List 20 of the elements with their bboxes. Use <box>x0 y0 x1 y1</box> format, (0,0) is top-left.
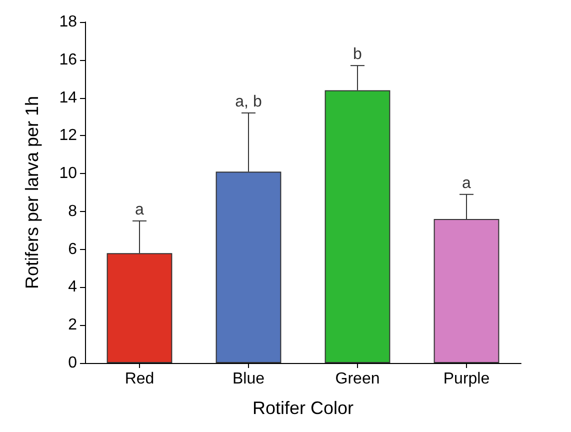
y-tick-label: 0 <box>68 354 78 372</box>
y-tick-label: 8 <box>68 202 78 220</box>
x-tick-label: Red <box>124 370 154 388</box>
y-tick-label: 18 <box>59 14 78 30</box>
y-tick-label: 2 <box>68 316 78 334</box>
y-tick-label: 10 <box>59 165 78 182</box>
x-tick-label: Purple <box>443 370 490 388</box>
y-tick-label: 16 <box>59 51 78 68</box>
y-tick-label: 12 <box>59 127 78 144</box>
annotation: b <box>353 46 362 64</box>
x-tick-label: Blue <box>232 370 265 388</box>
y-tick-label: 6 <box>68 240 78 258</box>
x-axis-title: Rotifer Color <box>252 398 354 418</box>
annotation: a <box>462 174 472 192</box>
y-tick-label: 14 <box>59 89 78 106</box>
y-tick-label: 4 <box>68 278 78 296</box>
x-tick-label: Green <box>335 370 380 388</box>
y-axis-title: Rotifers per larva per 1h <box>22 96 42 290</box>
annotation: a <box>135 201 144 218</box>
annotation: a, b <box>235 93 262 110</box>
